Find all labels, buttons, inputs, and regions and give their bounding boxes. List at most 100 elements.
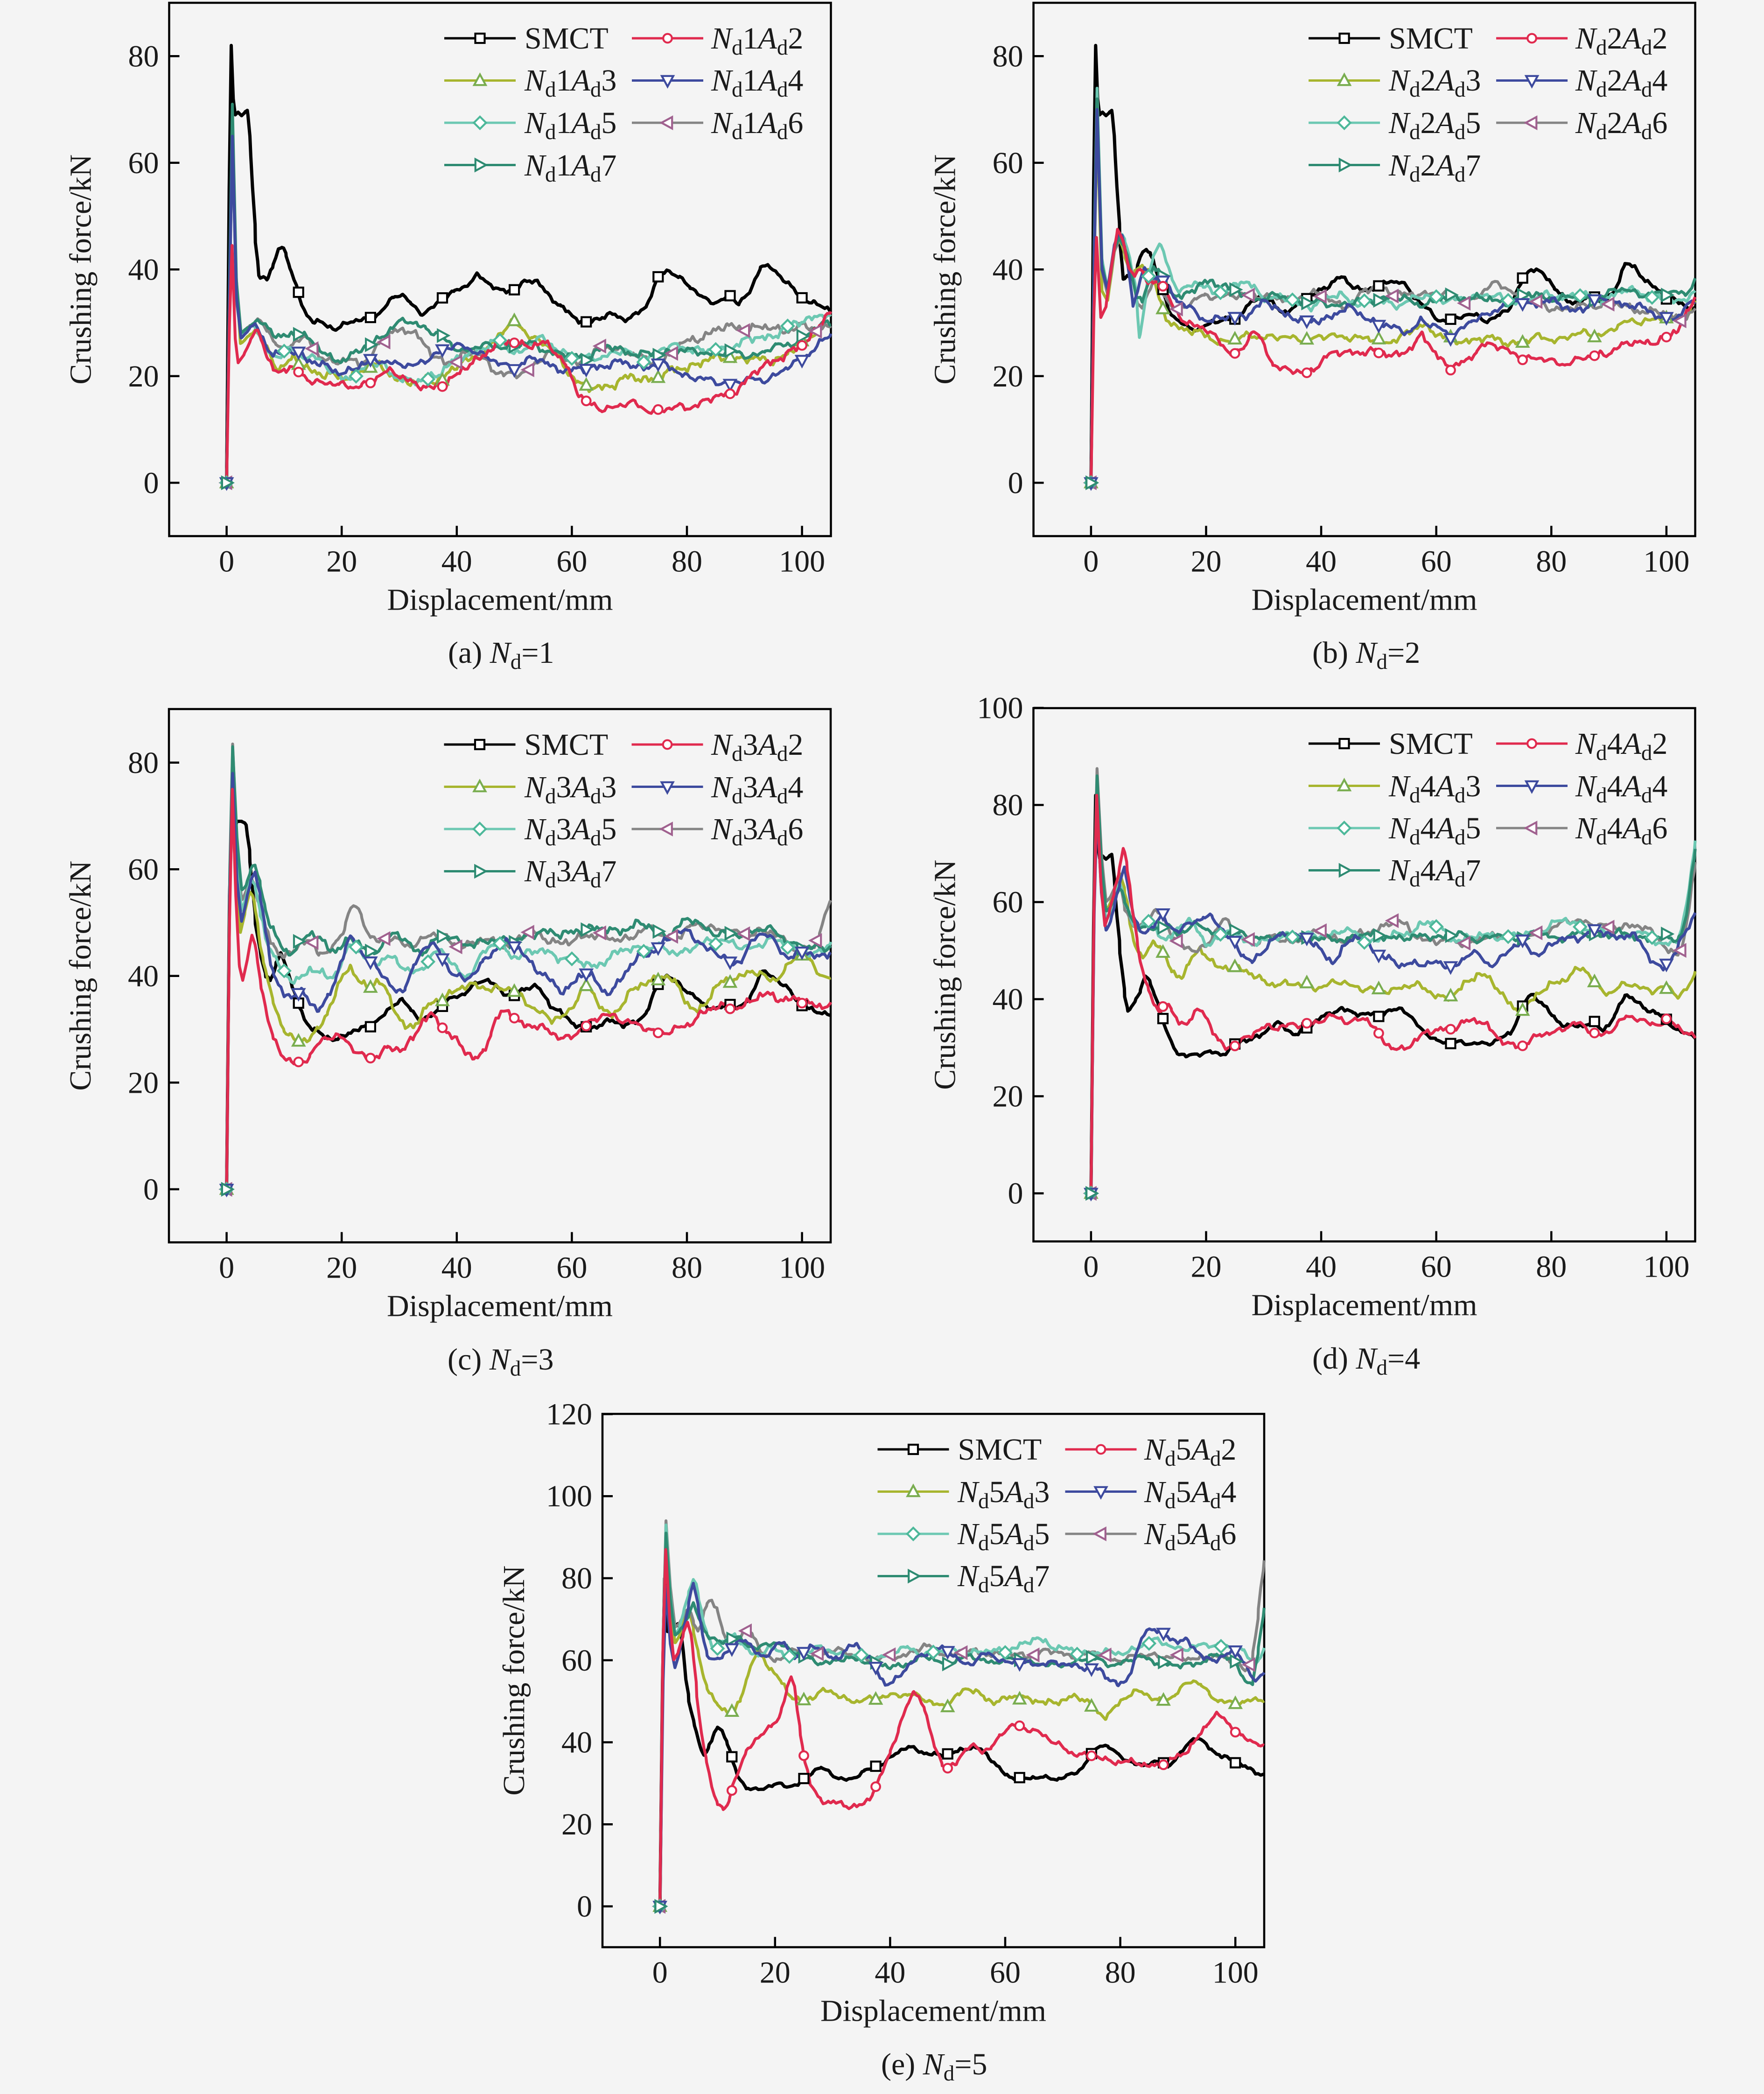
svg-text:80: 80 [1536,1250,1567,1284]
svg-text:Nd5Ad3: Nd5Ad3 [957,1475,1050,1513]
svg-text:Nd4Ad7: Nd4Ad7 [1388,853,1481,892]
svg-text:Nd5Ad2: Nd5Ad2 [1144,1433,1236,1471]
svg-text:Displacement/mm: Displacement/mm [387,1289,613,1323]
svg-text:0: 0 [143,1173,159,1207]
svg-text:60: 60 [556,1251,587,1285]
svg-text:100: 100 [1212,1956,1259,1990]
svg-text:20: 20 [993,359,1023,394]
svg-text:80: 80 [128,746,159,780]
svg-text:0: 0 [219,1251,234,1285]
svg-text:40: 40 [561,1726,592,1760]
svg-text:Nd1Ad5: Nd1Ad5 [524,106,616,144]
svg-text:Crushing force/kN: Crushing force/kN [63,861,98,1091]
svg-text:20: 20 [760,1956,791,1990]
svg-text:Crushing force/kN: Crushing force/kN [928,155,962,385]
svg-text:20: 20 [326,545,357,579]
svg-text:Nd4Ad4: Nd4Ad4 [1575,769,1667,808]
svg-text:Displacement/mm: Displacement/mm [820,1994,1046,2028]
svg-text:Nd1Ad4: Nd1Ad4 [711,63,803,102]
svg-text:Nd4Ad3: Nd4Ad3 [1388,769,1481,808]
svg-text:80: 80 [993,788,1023,822]
svg-text:20: 20 [1191,545,1222,579]
svg-text:SMCT: SMCT [525,21,609,56]
svg-text:60: 60 [993,146,1023,180]
svg-text:0: 0 [1083,1250,1099,1284]
svg-text:40: 40 [993,253,1023,287]
svg-text:SMCT: SMCT [525,728,609,762]
svg-text:SMCT: SMCT [1389,21,1473,56]
svg-text:Nd4Ad6: Nd4Ad6 [1575,811,1667,850]
svg-text:100: 100 [779,545,825,579]
svg-text:Nd3Ad2: Nd3Ad2 [711,728,803,766]
svg-text:80: 80 [672,1251,702,1285]
svg-text:40: 40 [993,983,1023,1017]
svg-text:40: 40 [128,253,159,287]
svg-text:0: 0 [652,1956,668,1990]
svg-text:0: 0 [1083,545,1099,579]
svg-text:Nd2Ad7: Nd2Ad7 [1388,148,1481,187]
svg-text:0: 0 [1008,1177,1023,1211]
svg-text:100: 100 [1643,1250,1689,1284]
svg-text:60: 60 [1421,1250,1452,1284]
svg-text:60: 60 [993,885,1023,920]
svg-text:(c) Nd=3: (c) Nd=3 [448,1342,554,1381]
svg-text:40: 40 [1306,1250,1337,1284]
svg-text:Nd2Ad6: Nd2Ad6 [1575,106,1667,144]
svg-text:Crushing force/kN: Crushing force/kN [928,860,962,1090]
svg-text:60: 60 [561,1644,592,1678]
svg-text:Nd5Ad5: Nd5Ad5 [957,1517,1050,1555]
svg-text:Nd2Ad3: Nd2Ad3 [1388,63,1481,102]
svg-text:40: 40 [441,1251,472,1285]
svg-text:60: 60 [990,1956,1021,1990]
svg-text:Nd3Ad3: Nd3Ad3 [524,770,616,808]
svg-text:(e) Nd=5: (e) Nd=5 [881,2047,987,2086]
svg-text:100: 100 [1643,545,1689,579]
svg-text:20: 20 [128,359,159,394]
svg-text:20: 20 [561,1807,592,1841]
svg-text:Crushing force/kN: Crushing force/kN [497,1566,531,1796]
svg-text:80: 80 [1105,1956,1136,1990]
svg-text:(d) Nd=4: (d) Nd=4 [1312,1342,1420,1380]
svg-text:Nd3Ad5: Nd3Ad5 [524,812,616,850]
svg-text:100: 100 [546,1479,592,1513]
svg-text:Displacement/mm: Displacement/mm [387,583,613,617]
svg-text:60: 60 [556,545,587,579]
svg-text:(a) Nd=1: (a) Nd=1 [448,636,554,674]
svg-text:Nd5Ad4: Nd5Ad4 [1144,1475,1236,1513]
svg-text:80: 80 [993,39,1023,73]
svg-text:0: 0 [577,1890,592,1924]
svg-text:Nd1Ad7: Nd1Ad7 [524,148,616,187]
svg-text:Displacement/mm: Displacement/mm [1252,583,1477,617]
svg-text:Displacement/mm: Displacement/mm [1252,1288,1477,1322]
svg-text:20: 20 [128,1066,159,1100]
svg-text:Nd1Ad3: Nd1Ad3 [524,63,616,102]
svg-text:0: 0 [144,466,159,500]
svg-text:Nd4Ad2: Nd4Ad2 [1575,727,1667,765]
svg-text:100: 100 [977,691,1023,725]
svg-text:Nd1Ad6: Nd1Ad6 [711,106,803,144]
svg-text:Nd2Ad2: Nd2Ad2 [1575,21,1667,60]
svg-text:(b) Nd=2: (b) Nd=2 [1312,636,1420,674]
svg-text:80: 80 [1536,545,1567,579]
svg-text:Nd4Ad5: Nd4Ad5 [1388,811,1481,850]
svg-text:Nd3Ad4: Nd3Ad4 [711,770,803,808]
svg-text:20: 20 [1191,1250,1222,1284]
svg-text:Nd2Ad4: Nd2Ad4 [1575,63,1667,102]
svg-text:40: 40 [441,545,472,579]
svg-text:40: 40 [1306,545,1337,579]
svg-text:40: 40 [128,959,159,993]
svg-text:Nd2Ad5: Nd2Ad5 [1388,106,1481,144]
svg-text:SMCT: SMCT [1389,727,1473,761]
svg-text:60: 60 [128,852,159,886]
svg-text:Nd5Ad7: Nd5Ad7 [957,1559,1050,1597]
svg-text:Nd3Ad6: Nd3Ad6 [711,812,803,850]
svg-text:60: 60 [128,146,159,180]
svg-text:Crushing force/kN: Crushing force/kN [64,155,98,385]
svg-text:SMCT: SMCT [958,1433,1042,1467]
svg-text:120: 120 [546,1398,592,1432]
svg-text:20: 20 [993,1080,1023,1114]
svg-text:80: 80 [128,39,159,73]
svg-text:0: 0 [1008,466,1023,500]
svg-text:80: 80 [561,1561,592,1595]
svg-text:60: 60 [1421,545,1452,579]
